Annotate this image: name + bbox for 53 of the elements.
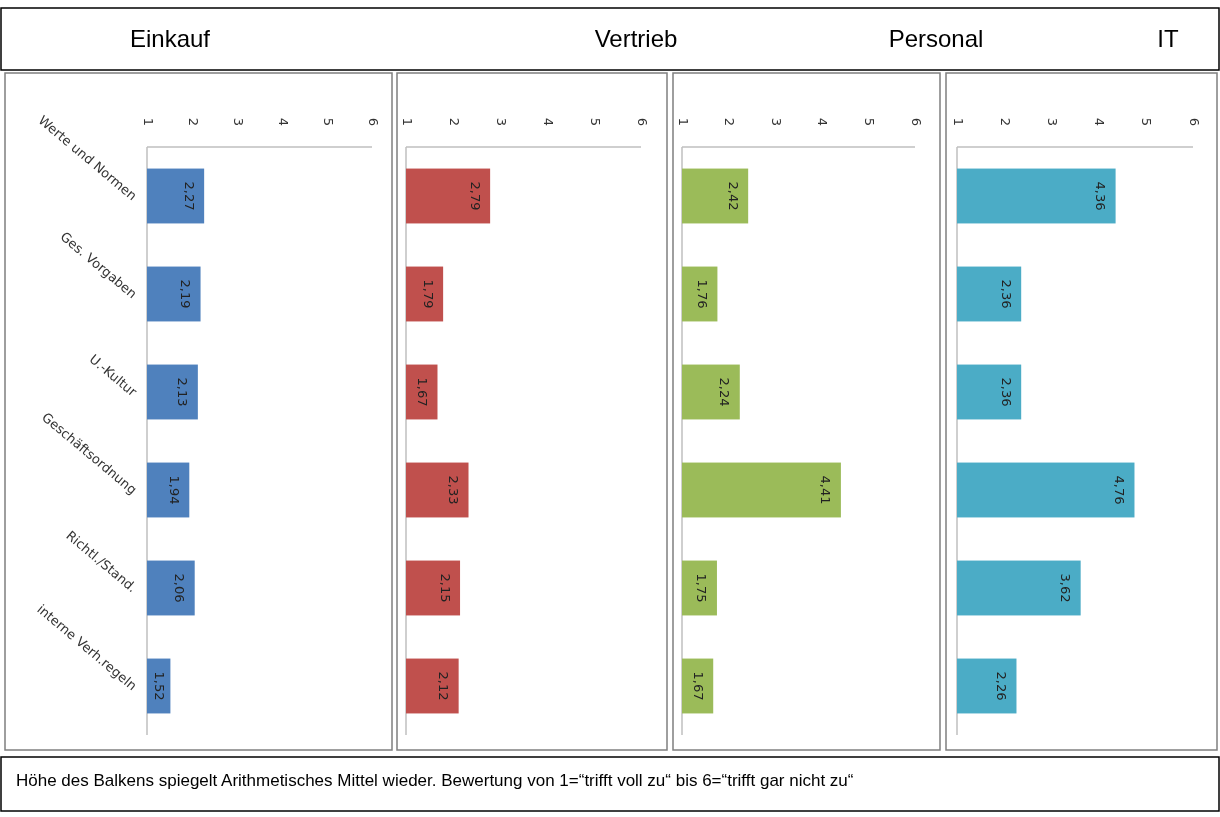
data-label: 1,67 xyxy=(415,377,431,407)
x-tick-label: 5 xyxy=(1139,117,1155,127)
text: Höhe des Balkens spiegelt Arithmetisches Mittel wieder. Bewertung von 1=“trifft voll zu“ bis 6=“trifft gar nicht zu“ xyxy=(16,771,854,790)
data-label: 4,36 xyxy=(1093,181,1109,211)
data-label: 2,36 xyxy=(998,279,1014,309)
x-tick-label: 6 xyxy=(908,117,924,127)
chart-title: IT xyxy=(1157,25,1179,52)
x-tick-label: 3 xyxy=(768,117,784,127)
data-label: 4,41 xyxy=(818,475,834,505)
x-tick-label: 3 xyxy=(493,117,509,127)
data-label: 2,26 xyxy=(993,671,1009,701)
x-tick-label: 1 xyxy=(675,117,691,127)
x-tick-label: 1 xyxy=(140,117,156,127)
x-tick-label: 3 xyxy=(1044,117,1060,127)
data-label: 1,94 xyxy=(166,475,182,505)
data-label: 2,42 xyxy=(725,181,741,211)
data-label: 2,12 xyxy=(436,671,452,701)
data-label: 1,76 xyxy=(694,279,710,309)
data-label: 2,36 xyxy=(998,377,1014,407)
x-tick-label: 6 xyxy=(365,117,381,127)
data-label: 4,76 xyxy=(1111,475,1127,505)
data-label: 2,79 xyxy=(467,181,483,211)
x-tick-label: 4 xyxy=(815,117,831,127)
x-tick-label: 6 xyxy=(634,117,650,127)
data-label: 2,24 xyxy=(717,377,733,407)
data-label: 3,62 xyxy=(1058,573,1074,603)
data-label: 2,19 xyxy=(178,279,194,309)
x-tick-label: 1 xyxy=(399,117,415,127)
chart-title: Vertrieb xyxy=(594,25,678,52)
data-label: 1,75 xyxy=(694,573,710,603)
x-tick-label: 5 xyxy=(861,117,877,127)
x-tick-label: 2 xyxy=(446,117,462,127)
x-tick-label: 2 xyxy=(997,117,1013,127)
data-label: 1,67 xyxy=(691,671,707,701)
x-tick-label: 1 xyxy=(950,117,966,127)
x-tick-label: 5 xyxy=(320,117,336,127)
data-label: 2,15 xyxy=(437,573,453,603)
x-tick-label: 2 xyxy=(722,117,738,127)
data-label: 2,06 xyxy=(172,573,188,603)
x-tick-label: 2 xyxy=(185,117,201,127)
chart-title: Einkauf xyxy=(129,25,211,52)
x-tick-label: 3 xyxy=(230,117,246,127)
x-tick-label: 4 xyxy=(1092,117,1108,127)
data-label: 1,79 xyxy=(420,279,436,309)
data-label: 2,27 xyxy=(181,181,197,211)
chart-title: Personal xyxy=(888,25,984,52)
data-label: 2,13 xyxy=(175,377,191,407)
x-tick-label: 6 xyxy=(1186,117,1202,127)
x-tick-label: 4 xyxy=(275,117,291,127)
x-tick-label: 5 xyxy=(587,117,603,127)
x-tick-label: 4 xyxy=(540,117,556,127)
data-label: 2,33 xyxy=(446,475,462,505)
data-label: 1,52 xyxy=(152,671,168,701)
